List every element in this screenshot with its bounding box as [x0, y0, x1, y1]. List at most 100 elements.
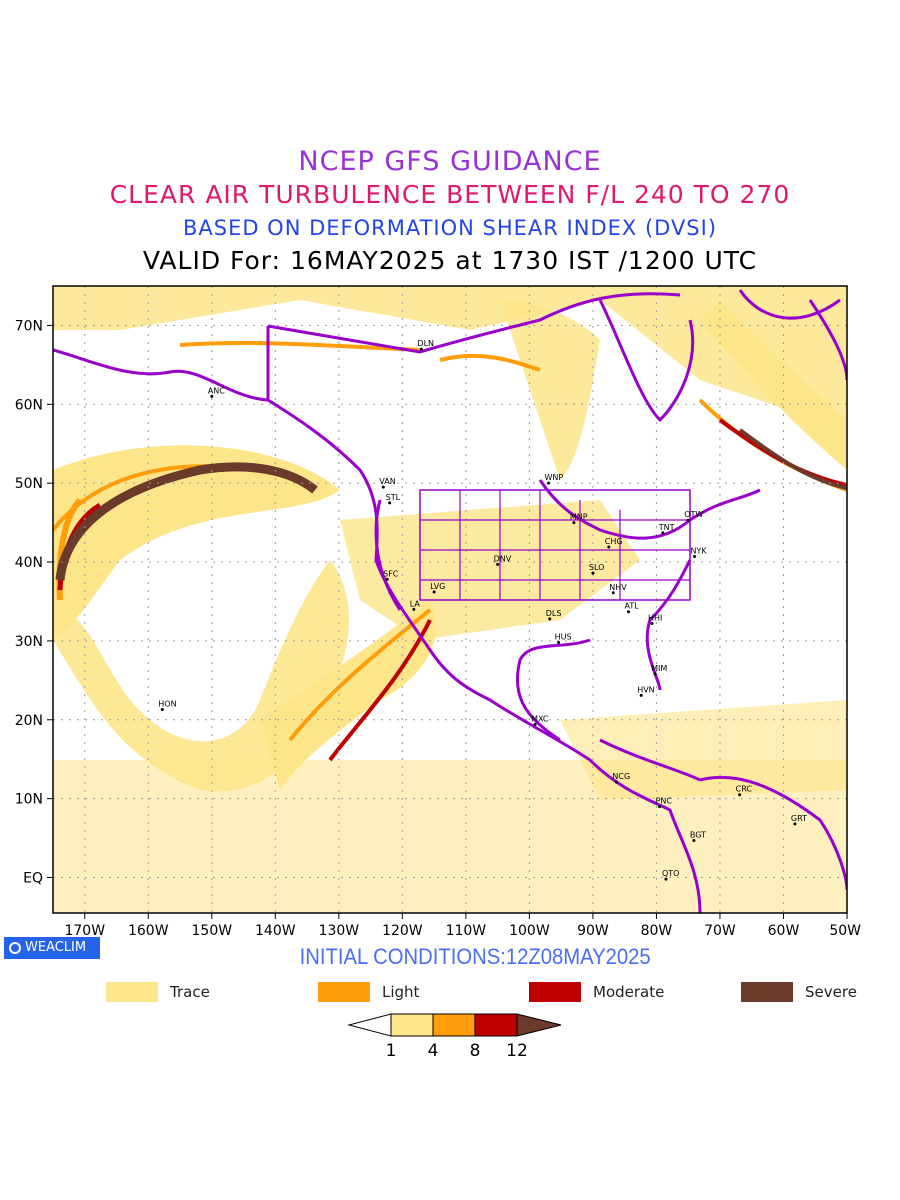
- station-label: ANC: [208, 386, 225, 395]
- station-dot: [160, 708, 164, 712]
- station-dot: [686, 518, 690, 522]
- colorbar-low-arrow: [347, 1013, 392, 1037]
- legend-label: Moderate: [593, 983, 665, 1001]
- lon-tick-label: 90W: [577, 923, 609, 939]
- legend-swatch: [529, 982, 581, 1002]
- station-label: NYK: [691, 547, 708, 556]
- map-frame: [52, 285, 848, 914]
- station-dot: [607, 545, 611, 549]
- title-guidance: NCEP GFS GUIDANCE: [298, 146, 602, 177]
- station-label: GRT: [791, 814, 807, 823]
- lon-tick-label: 100W: [509, 923, 550, 939]
- colorbar-tick-label: 12: [506, 1041, 528, 1061]
- lon-tick-label: 170W: [64, 923, 105, 939]
- station-label: HON: [158, 700, 176, 709]
- legend-moderate: Moderate: [529, 982, 664, 1002]
- title-method: BASED ON DEFORMATION SHEAR INDEX (DVSI): [182, 216, 718, 240]
- longitude-axis: 170W 160W 150W 140W 130W 120W 110W 100W 90W 80W 70…: [64, 913, 861, 939]
- station-label: QTO: [662, 869, 679, 878]
- station-dot: [692, 838, 696, 842]
- lat-tick-label: EQ: [23, 871, 43, 887]
- station-label: DLS: [546, 609, 562, 618]
- station-dot: [738, 793, 742, 797]
- station-label: ATL: [624, 602, 639, 611]
- station-dot: [653, 672, 657, 676]
- station-label: SFC: [383, 569, 399, 578]
- station-dot: [664, 877, 668, 881]
- station-label: LVG: [430, 582, 445, 591]
- lon-tick-label: 50W: [829, 923, 861, 939]
- station-dot: [496, 562, 500, 566]
- colorbar: 1 4 8 12: [347, 1013, 562, 1061]
- station-label: MIM: [651, 664, 667, 673]
- station-dot: [419, 347, 423, 351]
- station-dot: [572, 521, 576, 525]
- legend-label: Light: [382, 983, 420, 1001]
- lon-tick-label: 110W: [446, 923, 487, 939]
- station-label: WNP: [544, 473, 563, 482]
- station-dot: [548, 617, 552, 621]
- title-product: CLEAR AIR TURBULENCE BETWEEN F/L 240 TO …: [109, 180, 791, 209]
- lat-tick-label: 40N: [15, 555, 43, 571]
- station-dot: [546, 481, 550, 485]
- lon-tick-label: 140W: [255, 923, 296, 939]
- station-label: CRC: [736, 785, 753, 794]
- station-dot: [385, 577, 389, 581]
- lat-tick-label: 50N: [15, 476, 43, 492]
- lat-tick-label: 70N: [15, 318, 43, 334]
- station-label: VAN: [379, 477, 395, 486]
- colorbar-segment: [474, 1013, 518, 1037]
- station-label: MXC: [531, 715, 549, 724]
- station-label: MNP: [570, 513, 588, 522]
- station-dot: [658, 805, 662, 809]
- lon-tick-label: 150W: [192, 923, 233, 939]
- state-lines: [420, 490, 690, 600]
- station-label: PNC: [656, 797, 673, 806]
- station-label: CHG: [605, 537, 623, 546]
- lat-tick-label: 30N: [15, 634, 43, 650]
- title-valid-time: VALID For: 16MAY2025 at 1730 IST /1200 U…: [142, 246, 758, 275]
- latitude-axis: 70N 60N 50N 40N 30N 20N 10N EQ: [15, 318, 53, 887]
- station-label: DLN: [417, 339, 434, 348]
- station-label: OTW: [684, 510, 703, 519]
- station-dot: [614, 780, 618, 784]
- station-dot: [591, 571, 595, 575]
- boundaries: [53, 289, 847, 913]
- legend-swatch: [106, 982, 158, 1002]
- station-label: HUS: [555, 632, 572, 641]
- lon-tick-label: 70W: [704, 923, 736, 939]
- station-dot: [650, 622, 654, 626]
- legend-swatch: [318, 982, 370, 1002]
- station-label: HVN: [637, 685, 654, 694]
- badge-label: WEACLIM: [25, 940, 87, 955]
- weaclim-badge: WEACLIM: [4, 937, 100, 959]
- station-dot: [693, 555, 697, 559]
- colorbar-segment: [390, 1013, 434, 1037]
- station-label: STL: [386, 493, 401, 502]
- colorbar-segment: [432, 1013, 476, 1037]
- station-dot: [388, 501, 392, 505]
- lat-tick-label: 10N: [15, 792, 43, 808]
- lat-tick-label: 20N: [15, 713, 43, 729]
- colorbar-high-arrow: [516, 1013, 562, 1037]
- lon-tick-label: 120W: [382, 923, 423, 939]
- station-label: BGT: [690, 830, 706, 839]
- legend-swatch: [741, 982, 793, 1002]
- station-dot: [412, 607, 416, 611]
- lon-tick-label: 130W: [319, 923, 360, 939]
- station-dot: [626, 610, 630, 614]
- station-label: DNV: [494, 554, 512, 563]
- station-label: NCG: [612, 772, 630, 781]
- station-label: HHI: [648, 614, 662, 623]
- station-dot: [793, 822, 797, 826]
- station-label: NHV: [609, 583, 627, 592]
- lon-tick-label: 160W: [128, 923, 169, 939]
- colorbar-tick-label: 1: [386, 1041, 397, 1061]
- station-dot: [432, 590, 436, 594]
- station-dot: [533, 723, 537, 727]
- lon-tick-label: 60W: [768, 923, 800, 939]
- station-label: SLO: [589, 563, 605, 572]
- station-dot: [210, 394, 214, 398]
- station-dot: [381, 485, 385, 489]
